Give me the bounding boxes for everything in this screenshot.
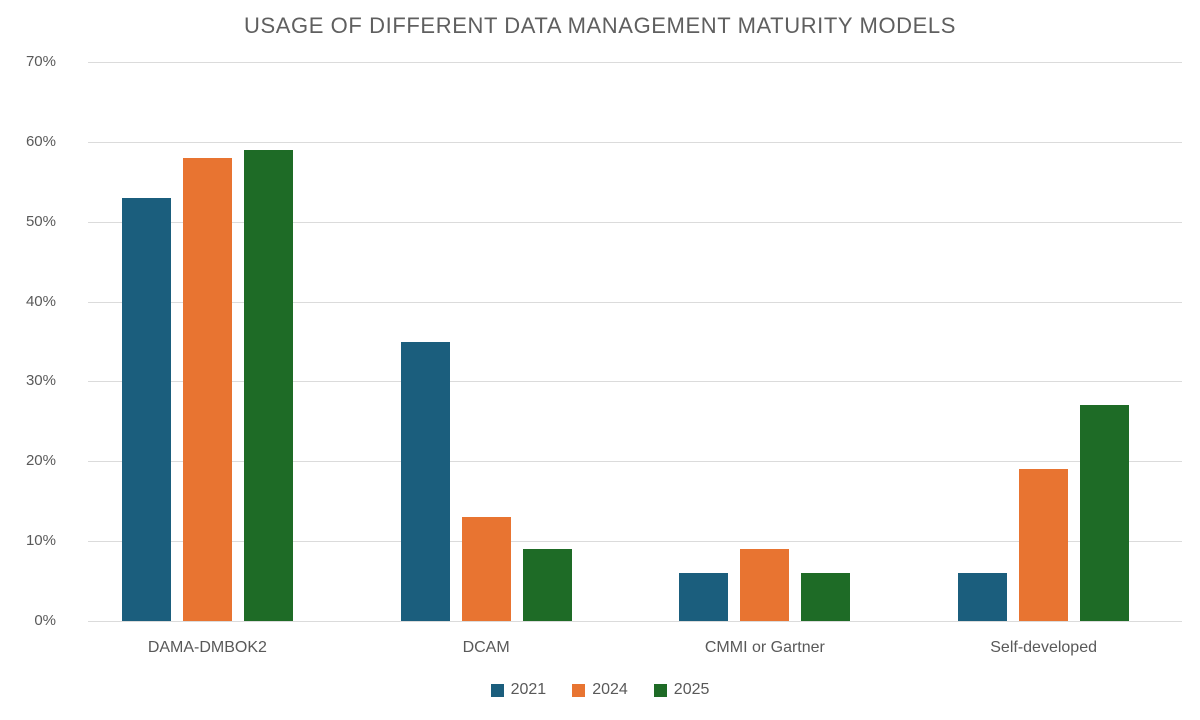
bar-2021[interactable] <box>400 341 450 621</box>
y-tick-label: 50% <box>25 212 56 230</box>
legend-swatch-icon <box>490 683 504 697</box>
gridline <box>88 62 1182 63</box>
bar-2025[interactable] <box>801 573 851 621</box>
chart-title: USAGE OF DIFFERENT DATA MANAGEMENT MATUR… <box>243 13 957 38</box>
bar-2025[interactable] <box>522 549 572 621</box>
gridline <box>88 381 1182 383</box>
legend-label: 2021 <box>510 681 547 698</box>
bar-2024[interactable] <box>182 157 232 621</box>
gridline <box>88 141 1182 143</box>
legend-item-2025[interactable]: 2025 <box>653 681 710 699</box>
bar-2024[interactable] <box>740 549 790 621</box>
legend-label: 2025 <box>673 681 710 698</box>
y-tick-label: 20% <box>25 452 56 470</box>
y-tick-label: 0% <box>34 612 56 629</box>
bar-2021[interactable] <box>958 573 1008 621</box>
bar-2025[interactable] <box>1080 405 1130 621</box>
gridline <box>88 301 1182 303</box>
legend-item-2024[interactable]: 2024 <box>572 681 628 699</box>
bar-2024[interactable] <box>461 517 511 621</box>
y-tick-label: 40% <box>25 292 56 310</box>
legend-swatch-icon <box>572 683 586 697</box>
bar-2025[interactable] <box>243 149 293 621</box>
legend: 2021 2024 2025 <box>0 681 1200 699</box>
legend-swatch-icon <box>653 683 667 697</box>
gridline <box>88 621 1182 622</box>
x-category-label: CMMI or Gartner <box>704 639 825 656</box>
y-tick-label: 60% <box>25 132 56 150</box>
legend-label: 2024 <box>592 681 628 698</box>
bar-group-dcam <box>400 341 572 621</box>
gridline <box>88 541 1182 543</box>
bar-group-dama-dmbok2 <box>121 149 293 621</box>
bar-group-cmmi-or-gartner <box>679 549 851 621</box>
bar-2021[interactable] <box>679 573 729 621</box>
x-category-label: DCAM <box>462 639 510 656</box>
bar-2024[interactable] <box>1019 469 1069 621</box>
y-tick-label: 10% <box>25 532 56 550</box>
y-tick-label: 70% <box>25 53 56 70</box>
bar-2021[interactable] <box>121 197 171 621</box>
legend-item-2021[interactable]: 2021 <box>490 681 547 699</box>
x-category-label: Self-developed <box>990 639 1097 656</box>
bar-group-self-developed <box>958 405 1130 621</box>
gridline <box>88 461 1182 463</box>
y-tick-label: 30% <box>25 372 56 390</box>
plot-area <box>88 62 1182 622</box>
gridline <box>88 221 1182 223</box>
x-category-label: DAMA-DMBOK2 <box>147 639 267 656</box>
